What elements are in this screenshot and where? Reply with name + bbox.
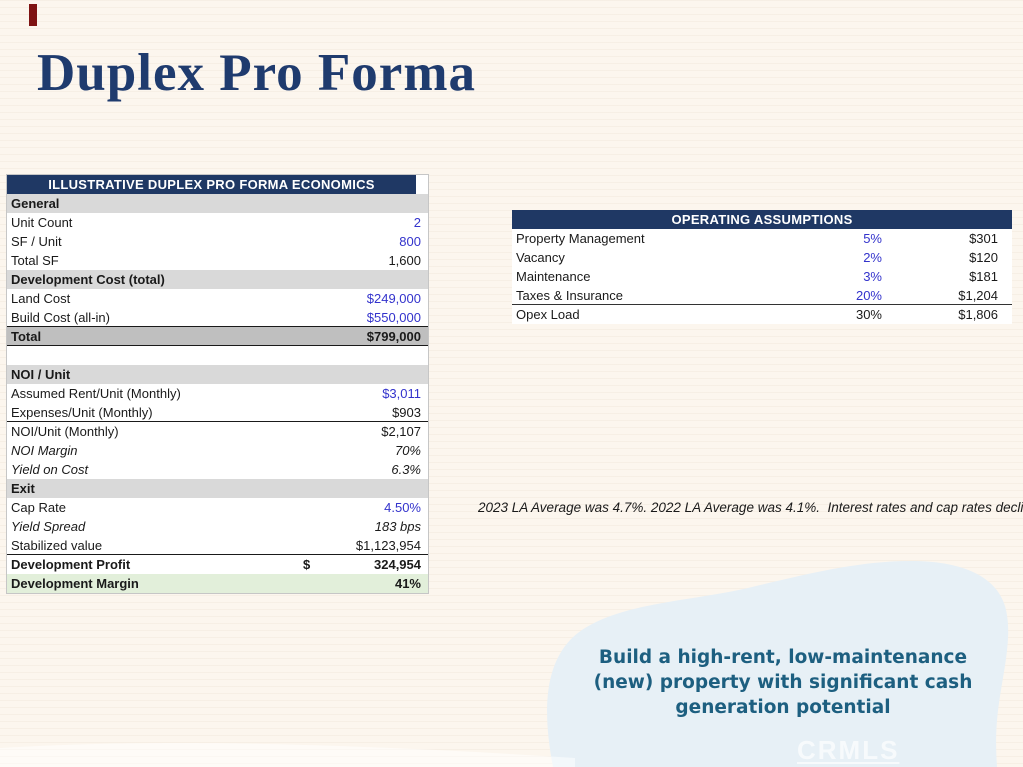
- table-row: Yield Spread 183 bps: [7, 517, 428, 536]
- table-row: Expenses/Unit (Monthly) $903: [7, 403, 428, 422]
- row-value: 41%: [394, 576, 421, 591]
- table-row: Vacancy 2% $120: [512, 248, 1012, 267]
- row-amount: $301: [969, 231, 998, 246]
- section-row: General: [7, 194, 428, 213]
- row-percent: 20%: [855, 288, 882, 303]
- row-label: NOI Margin: [11, 443, 78, 458]
- row-label: Yield Spread: [11, 519, 86, 534]
- table-row: NOI/Unit (Monthly) $2,107: [7, 422, 428, 441]
- row-value: $3,011: [382, 386, 421, 401]
- table-row: NOI Margin 70%: [7, 441, 428, 460]
- row-label: SF / Unit: [11, 234, 62, 249]
- row-amount: $1,806: [958, 307, 998, 322]
- proforma-table-rows: General Unit Count 2 SF / Unit 800 Total SF 1,…: [7, 194, 428, 593]
- row-value: 2: [413, 215, 421, 230]
- row-value: $249,000: [366, 291, 421, 306]
- red-mark-rect: [29, 4, 37, 26]
- row-label: Build Cost (all-in): [11, 310, 110, 325]
- row-label: Total SF: [11, 253, 59, 268]
- crmls-watermark: CRMLS: [797, 735, 900, 765]
- row-label: Property Management: [516, 231, 645, 246]
- row-label: Development Profit: [11, 557, 131, 572]
- red-mark: [29, 4, 37, 26]
- row-label: Opex Load: [516, 307, 580, 322]
- row-label: General: [11, 196, 60, 211]
- table-row: Yield on Cost 6.3%: [7, 460, 428, 479]
- row-label: Land Cost: [11, 291, 71, 306]
- table-row: Maintenance 3% $181: [512, 267, 1012, 286]
- row-label: Expenses/Unit (Monthly): [11, 405, 153, 420]
- section-row: NOI / Unit: [7, 365, 428, 384]
- callout-line: (new) property with significant cash: [593, 672, 973, 693]
- page-title: Duplex Pro Forma: [37, 44, 476, 102]
- operating-table-header: OPERATING ASSUMPTIONS: [512, 210, 1012, 229]
- table-row: Taxes & Insurance 20% $1,204: [512, 286, 1012, 305]
- callout-text: Build a high-rent, low-maintenance (new)…: [583, 645, 983, 720]
- row-value: $1,123,954: [355, 538, 421, 553]
- row-label: Total: [11, 329, 42, 344]
- callout-line: generation potential: [675, 697, 891, 718]
- table-row: SF / Unit 800: [7, 232, 428, 251]
- row-label: Development Margin: [11, 576, 139, 591]
- row-value: 4.50%: [384, 500, 421, 515]
- row-value: $2,107: [381, 424, 421, 439]
- row-value: $550,000: [366, 310, 421, 325]
- operating-table: OPERATING ASSUMPTIONS Property Managemen…: [512, 210, 1012, 324]
- row-label: Vacancy: [516, 250, 565, 265]
- row-label: Stabilized value: [11, 538, 103, 553]
- callout-line: Build a high-rent, low-maintenance: [598, 647, 968, 668]
- currency-symbol: $: [303, 557, 311, 572]
- row-label: NOI / Unit: [11, 367, 71, 382]
- row-label: NOI/Unit (Monthly): [11, 424, 119, 439]
- row-label: Unit Count: [11, 215, 73, 230]
- row-value: 70%: [394, 443, 421, 458]
- row-value: 800: [399, 234, 421, 249]
- row-amount: $181: [969, 269, 998, 284]
- row-label: Development Cost (total): [11, 272, 165, 287]
- row-percent: 3%: [863, 269, 882, 284]
- row-percent: 2%: [863, 250, 882, 265]
- row-amount: $1,204: [958, 288, 998, 303]
- row-percent: 5%: [863, 231, 882, 246]
- row-value: $799,000: [366, 329, 421, 344]
- operating-table-rows: Property Management 5% $301 Vacancy 2% $120 Ma…: [512, 229, 1012, 324]
- row-value: 183 bps: [374, 519, 421, 534]
- cap-rate-annotation: 2023 LA Average was 4.7%. 2022 LA Averag…: [478, 500, 1023, 515]
- row-value: 324,954: [374, 557, 421, 572]
- table-row: Cap Rate 4.50%: [7, 498, 428, 517]
- table-row: Land Cost $249,000: [7, 289, 428, 308]
- proforma-table: ILLUSTRATIVE DUPLEX PRO FORMA ECONOMICS …: [6, 174, 429, 594]
- spacer-row: [7, 346, 428, 365]
- section-row: Exit: [7, 479, 428, 498]
- table-row: Property Management 5% $301: [512, 229, 1012, 248]
- row-value: 6.3%: [391, 462, 421, 477]
- table-row: Unit Count 2: [7, 213, 428, 232]
- table-row: Development Profit $324,954: [7, 555, 428, 574]
- row-label: Cap Rate: [11, 500, 66, 515]
- row-label: Yield on Cost: [11, 462, 89, 477]
- row-amount: $120: [969, 250, 998, 265]
- row-percent: 30%: [855, 307, 882, 322]
- row-value: 1,600: [388, 253, 421, 268]
- row-label: Taxes & Insurance: [516, 288, 623, 303]
- table-row: Build Cost (all-in) $550,000: [7, 308, 428, 327]
- blob-shape: [547, 560, 1009, 767]
- table-row: Opex Load 30% $1,806: [512, 305, 1012, 324]
- row-label: Exit: [11, 481, 35, 496]
- table-row: Stabilized value $1,123,954: [7, 536, 428, 555]
- table-row: Total SF 1,600: [7, 251, 428, 270]
- table-row: Total $799,000: [7, 327, 428, 346]
- section-row: Development Cost (total): [7, 270, 428, 289]
- bottom-highlight-shape: [0, 743, 575, 767]
- row-label: Assumed Rent/Unit (Monthly): [11, 386, 181, 401]
- table-row: Development Margin 41%: [7, 574, 428, 593]
- table-row: Assumed Rent/Unit (Monthly) $3,011: [7, 384, 428, 403]
- row-value: $903: [392, 405, 421, 420]
- proforma-table-header: ILLUSTRATIVE DUPLEX PRO FORMA ECONOMICS: [7, 175, 416, 194]
- row-label: Maintenance: [516, 269, 591, 284]
